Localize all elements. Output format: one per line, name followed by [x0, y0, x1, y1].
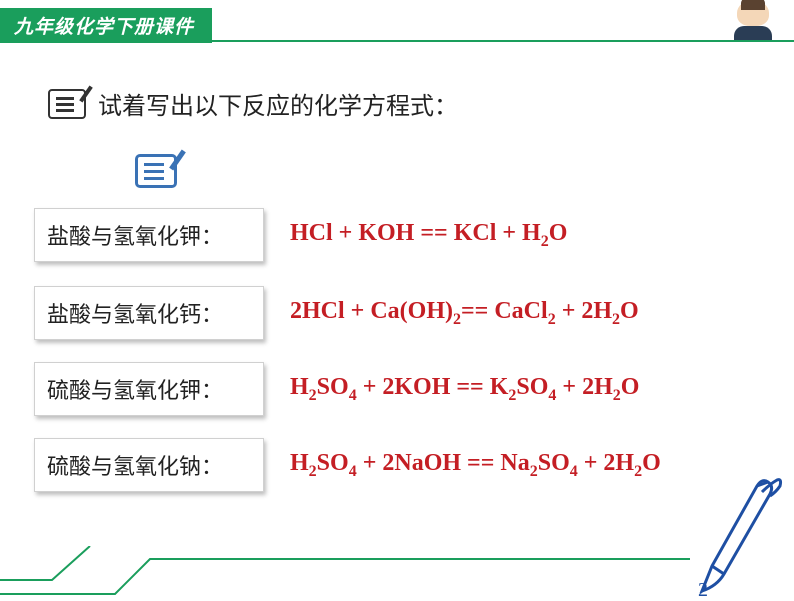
header-underline — [0, 40, 794, 42]
title-text: 试着写出以下反应的化学方程式： — [98, 86, 458, 121]
reaction-label-3: 硫酸与氢氧化钾： — [34, 362, 264, 416]
title-row: 试着写出以下反应的化学方程式： — [48, 86, 458, 121]
reaction-row-2: 盐酸与氢氧化钙： 2HCl + Ca(OH)2== CaCl2 + 2H2O — [34, 286, 639, 340]
reaction-equation-3: H2SO4 + 2KOH == K2SO4 + 2H2O — [290, 374, 639, 405]
reaction-equation-1: HCl + KOH == KCl + H2O — [290, 220, 567, 251]
reaction-label-4: 硫酸与氢氧化钠： — [34, 438, 264, 492]
teacher-avatar-icon — [730, 0, 776, 42]
reaction-row-3: 硫酸与氢氧化钾： H2SO4 + 2KOH == K2SO4 + 2H2O — [34, 362, 639, 416]
reaction-equation-4: H2SO4 + 2NaOH == Na2SO4 + 2H2O — [290, 450, 661, 481]
write-note-blue-icon — [135, 154, 177, 188]
reaction-equation-2: 2HCl + Ca(OH)2== CaCl2 + 2H2O — [290, 298, 639, 329]
reaction-label-1: 盐酸与氢氧化钾： — [34, 208, 264, 262]
reaction-label-2: 盐酸与氢氧化钙： — [34, 286, 264, 340]
reaction-row-4: 硫酸与氢氧化钠： H2SO4 + 2NaOH == Na2SO4 + 2H2O — [34, 438, 661, 492]
pen-writing-icon: 2 — [662, 456, 794, 596]
header-badge: 九年级化学下册课件 — [0, 8, 212, 43]
reaction-row-1: 盐酸与氢氧化钾： HCl + KOH == KCl + H2O — [34, 208, 567, 262]
write-note-icon — [48, 89, 86, 119]
pen-digit: 2 — [698, 579, 708, 596]
